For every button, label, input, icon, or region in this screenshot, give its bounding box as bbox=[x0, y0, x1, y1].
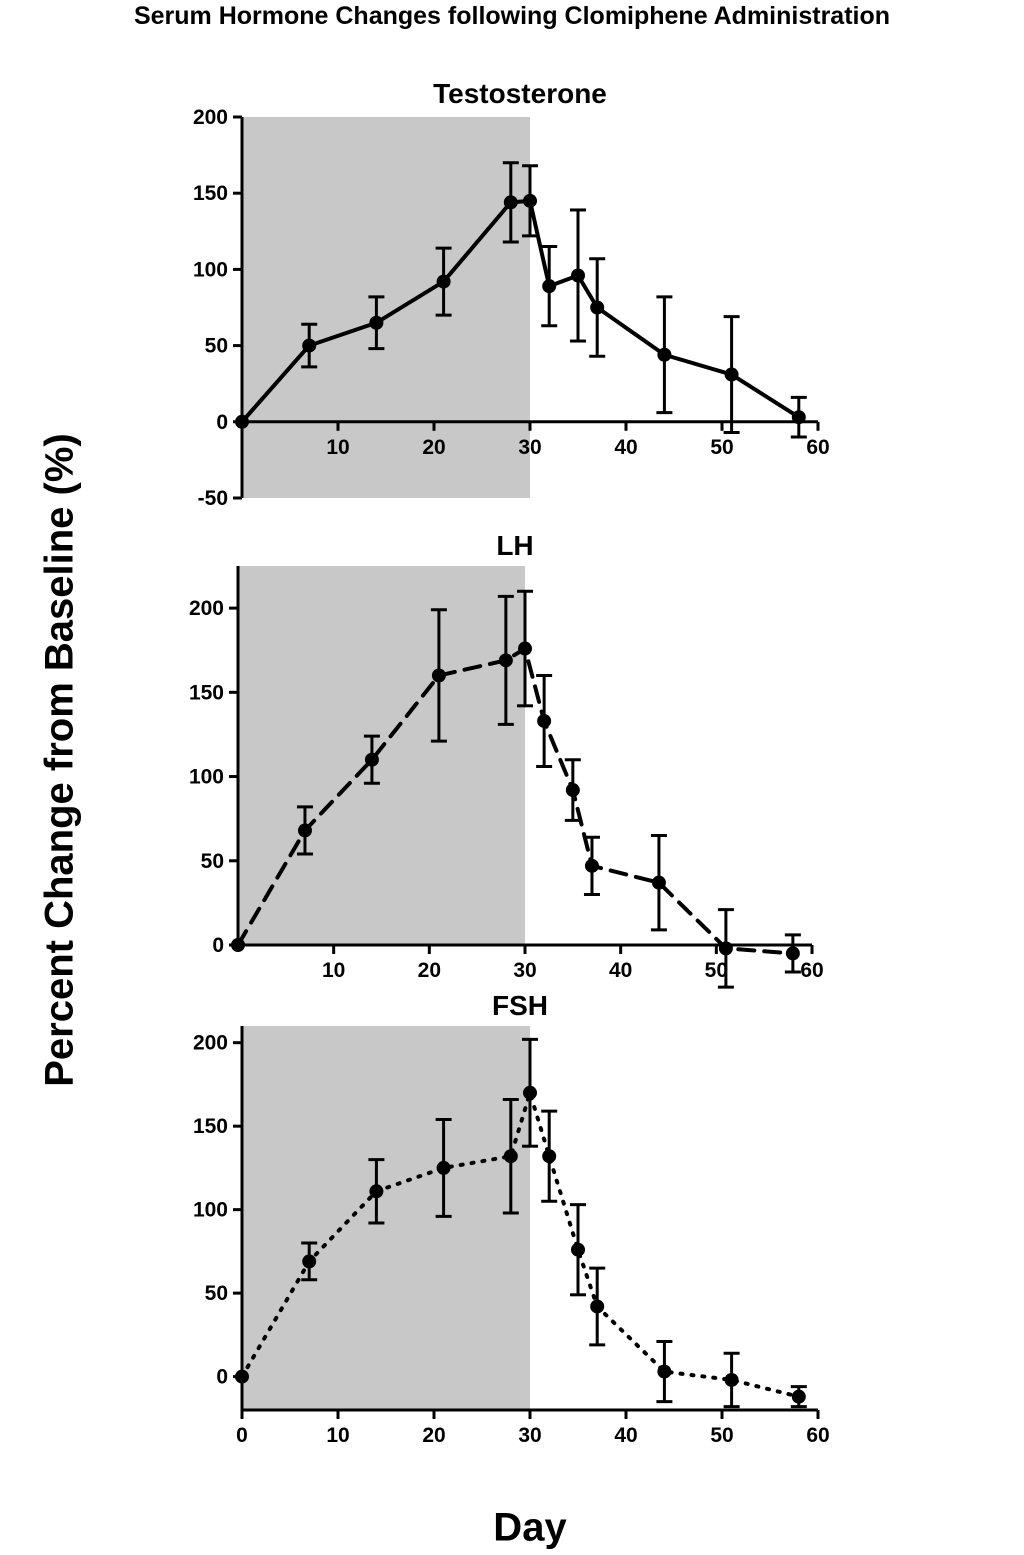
testosterone-shaded-period bbox=[242, 117, 530, 498]
testosterone-x-tick-label: 10 bbox=[326, 436, 349, 459]
lh-data-point bbox=[537, 713, 552, 728]
lh-shaded-period bbox=[238, 566, 525, 945]
fsh-data-point bbox=[542, 1149, 557, 1164]
lh-y-tick-label: 150 bbox=[189, 681, 224, 704]
main-title: Serum Hormone Changes following Clomiphe… bbox=[133, 2, 891, 30]
fsh-title: FSH bbox=[492, 990, 548, 1021]
lh-y-tick-label: 0 bbox=[212, 934, 224, 957]
lh-data-point bbox=[518, 641, 532, 656]
x-axis-label: Day bbox=[493, 1505, 567, 1550]
fsh-data-point bbox=[302, 1254, 317, 1269]
lh-x-tick-label: 60 bbox=[800, 959, 823, 982]
fsh-data-point bbox=[369, 1184, 384, 1199]
testosterone-data-point bbox=[791, 410, 806, 425]
fsh-data-point bbox=[590, 1299, 605, 1314]
lh-x-tick-label: 50 bbox=[705, 959, 728, 982]
fsh-data-point bbox=[436, 1160, 451, 1175]
testosterone-x-tick-label: 60 bbox=[806, 436, 829, 459]
lh-series-line bbox=[236, 646, 795, 956]
testosterone-y-tick-label: 0 bbox=[216, 411, 228, 434]
fsh-data-point bbox=[724, 1372, 739, 1387]
lh-y-tick-label: 100 bbox=[189, 766, 224, 789]
lh-data-point bbox=[718, 941, 733, 956]
testosterone-data-point bbox=[235, 414, 249, 429]
testosterone-y-tick-label: -50 bbox=[198, 487, 228, 510]
testosterone-data-point bbox=[503, 195, 518, 210]
lh-x-tick-label: 40 bbox=[609, 959, 632, 982]
fsh-data-point bbox=[657, 1364, 672, 1379]
lh-x-tick-label: 20 bbox=[418, 959, 441, 982]
fsh-y-tick-label: 100 bbox=[193, 1199, 228, 1222]
fsh-data-point bbox=[235, 1369, 249, 1384]
lh-data-point bbox=[785, 946, 800, 961]
fsh-x-tick-label: 50 bbox=[710, 1424, 733, 1447]
testosterone-data-point bbox=[724, 367, 739, 382]
testosterone-data-point bbox=[523, 193, 537, 208]
fsh-y-tick-label: 200 bbox=[193, 1032, 228, 1055]
fsh-y-tick-label: 50 bbox=[205, 1282, 228, 1305]
fsh-y-tick-label: 150 bbox=[193, 1115, 228, 1138]
lh-data-point bbox=[431, 668, 446, 683]
fsh-y-tick-label: 0 bbox=[216, 1366, 228, 1389]
testosterone-x-tick-label: 50 bbox=[710, 436, 733, 459]
fsh-x-tick-label: 30 bbox=[518, 1424, 541, 1447]
fsh-x-tick-label: 20 bbox=[422, 1424, 445, 1447]
lh-data-point bbox=[297, 823, 312, 838]
testosterone-data-point bbox=[590, 300, 605, 315]
testosterone-y-tick-label: 150 bbox=[193, 182, 228, 205]
fsh-x-tick-label: 40 bbox=[614, 1424, 637, 1447]
testosterone-y-tick-label: 200 bbox=[193, 106, 228, 129]
lh-x-tick-label: 30 bbox=[513, 959, 536, 982]
testosterone-y-tick-label: 100 bbox=[193, 258, 228, 281]
lh-data-point bbox=[651, 875, 666, 890]
fsh-x-tick-label: 0 bbox=[236, 1424, 248, 1447]
testosterone-data-point bbox=[369, 315, 384, 330]
fsh-data-point bbox=[791, 1389, 806, 1404]
testosterone-x-tick-label: 20 bbox=[422, 436, 445, 459]
testosterone-data-point bbox=[542, 279, 557, 294]
testosterone-x-tick-label: 30 bbox=[518, 436, 541, 459]
fsh-data-point bbox=[571, 1242, 585, 1257]
fsh-shaded-period bbox=[242, 1026, 530, 1410]
fsh-data-point bbox=[523, 1085, 537, 1100]
testosterone-data-point bbox=[302, 338, 317, 353]
lh-title: LH bbox=[496, 530, 533, 561]
testosterone-panel: Testosterone -50 0 50 100 150 200 10 20 30 40 50 60 bbox=[193, 78, 830, 510]
lh-data-point bbox=[498, 653, 513, 668]
testosterone-x-tick-label: 40 bbox=[614, 436, 637, 459]
lh-data-point bbox=[565, 783, 580, 798]
fsh-data-point bbox=[503, 1149, 518, 1164]
testosterone-data-point bbox=[657, 347, 672, 362]
testosterone-y-tick-label: 50 bbox=[205, 335, 228, 358]
lh-y-tick-label: 200 bbox=[189, 597, 224, 620]
lh-data-point bbox=[584, 858, 599, 873]
fsh-panel: FSH 0 50 100 150 200 0 10 20 30 40 50 60 bbox=[193, 990, 830, 1447]
testosterone-data-point bbox=[436, 274, 451, 289]
fsh-x-tick-label: 60 bbox=[806, 1424, 829, 1447]
testosterone-data-point bbox=[571, 268, 585, 283]
fsh-x-tick-label: 10 bbox=[326, 1424, 349, 1447]
testosterone-series-line bbox=[240, 198, 801, 424]
lh-data-point bbox=[231, 938, 245, 952]
lh-data-point bbox=[364, 752, 379, 767]
lh-y-tick-label: 50 bbox=[201, 850, 224, 873]
testosterone-title: Testosterone bbox=[433, 78, 607, 109]
lh-x-tick-label: 10 bbox=[322, 959, 345, 982]
lh-panel: LH 0 50 100 150 200 10 20 30 40 50 60 bbox=[189, 530, 824, 989]
